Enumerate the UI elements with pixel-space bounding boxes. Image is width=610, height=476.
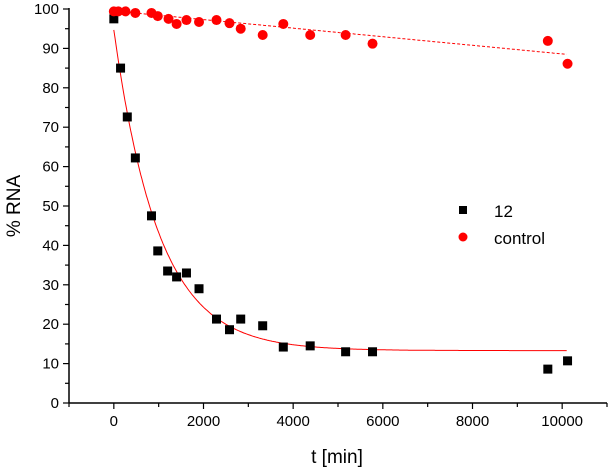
y-axis-label: % RNA	[4, 175, 25, 238]
axes: 0 2000 4000 6000 8000 10000 0 10 20 30 40 50 60 70 80 9…	[34, 1, 608, 430]
data-point-12	[172, 272, 182, 282]
data-point-12	[543, 364, 553, 374]
legend-marker-control	[458, 232, 468, 242]
data-point-12	[563, 356, 573, 366]
y-tick-label: 40	[42, 237, 59, 254]
data-point-12	[194, 284, 204, 294]
y-tick-label: 20	[42, 316, 59, 333]
fit-curves	[113, 10, 567, 352]
x-tick-label: 4000	[276, 413, 309, 430]
data-point-12	[305, 341, 315, 351]
legend: 12 control	[458, 202, 545, 248]
data-point-control	[120, 6, 131, 17]
y-tick-label: 50	[42, 198, 59, 215]
y-tick-label: 60	[42, 159, 59, 176]
fit-curve-12	[113, 29, 567, 352]
data-point-12	[116, 63, 126, 73]
data-point-12	[258, 321, 268, 331]
y-tick-label: 0	[51, 395, 59, 412]
data-point-control	[152, 11, 163, 22]
x-tick-label: 0	[110, 413, 118, 430]
legend-label-12: 12	[494, 202, 513, 221]
data-point-control	[194, 17, 205, 28]
x-tick-label: 8000	[456, 413, 489, 430]
data-point-control	[130, 7, 141, 18]
y-tick-label: 10	[42, 356, 59, 373]
data-point-control	[278, 18, 289, 29]
fit-curve-control	[113, 10, 567, 55]
data-point-12	[368, 347, 378, 357]
data-point-12	[130, 153, 140, 163]
y-tick-label: 80	[42, 80, 59, 97]
data-point-control	[224, 18, 235, 29]
data-point-12	[236, 314, 246, 324]
x-axis-label: t [min]	[311, 447, 363, 468]
data-point-control	[542, 35, 553, 46]
data-point-control	[235, 23, 246, 34]
data-point-control	[211, 15, 222, 26]
data-point-control	[181, 15, 192, 26]
legend-label-control: control	[494, 229, 545, 248]
data-point-control	[257, 30, 268, 41]
data-point-12	[341, 347, 351, 357]
data-point-control	[367, 38, 378, 49]
data-point-control	[562, 58, 573, 69]
data-point-12	[122, 112, 132, 122]
data-point-12	[153, 246, 163, 256]
x-tick-label: 6000	[366, 413, 399, 430]
data-point-control	[171, 18, 182, 29]
data-point-control	[113, 6, 124, 17]
y-tick-label: 100	[34, 1, 59, 18]
data-point-control	[305, 30, 316, 41]
data-point-12	[225, 325, 235, 335]
data-point-12	[181, 268, 191, 278]
data-point-control	[340, 30, 351, 41]
y-tick-label: 90	[42, 40, 59, 57]
y-tick-label: 30	[42, 277, 59, 294]
data-points	[108, 6, 573, 374]
data-point-12	[146, 211, 156, 221]
data-point-12	[109, 14, 119, 24]
data-point-12	[212, 314, 222, 324]
x-tick-label: 2000	[187, 413, 220, 430]
data-point-control	[163, 13, 174, 24]
legend-marker-12	[459, 206, 467, 214]
y-tick-label: 70	[42, 119, 59, 136]
data-point-12	[163, 266, 173, 276]
x-tick-label: 10000	[541, 413, 583, 430]
data-point-12	[278, 342, 288, 352]
